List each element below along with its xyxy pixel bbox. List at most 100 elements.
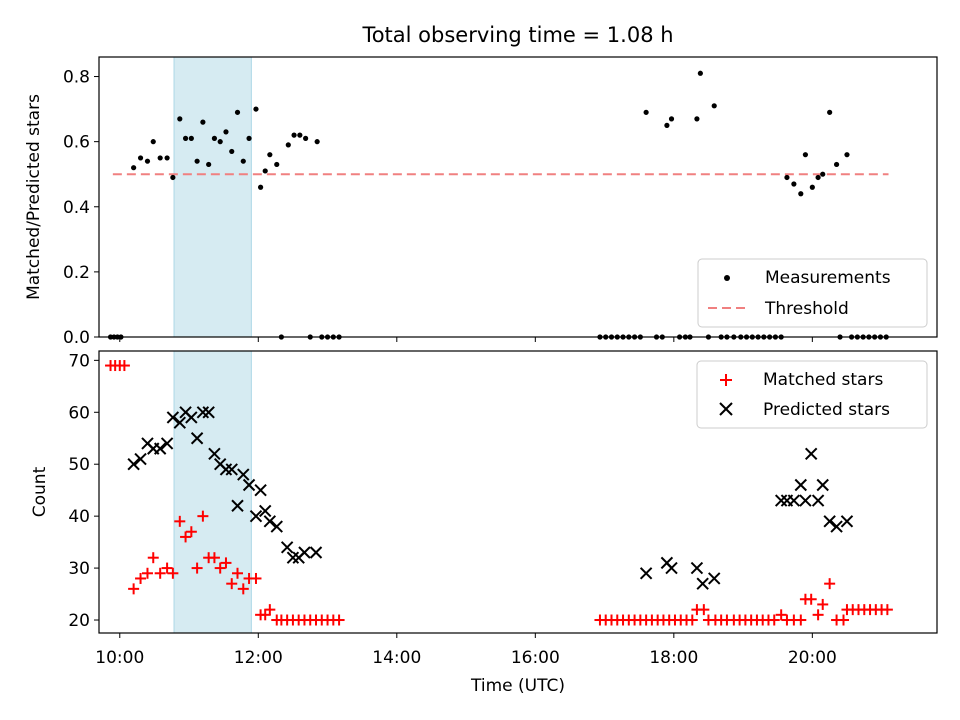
measurement-point bbox=[274, 161, 280, 168]
predicted-star-point bbox=[208, 447, 221, 461]
bottom-highlight-span bbox=[173, 350, 252, 634]
predicted-star-point bbox=[708, 572, 721, 585]
measurement-point bbox=[791, 181, 797, 187]
matched-star-point bbox=[185, 526, 197, 538]
measurement-point bbox=[820, 171, 826, 177]
matched-star-point bbox=[795, 614, 807, 626]
top-y-ticks: 0.0 0.2 0.4 0.6 0.8 bbox=[63, 68, 99, 348]
y-tick-label: 70 bbox=[68, 351, 90, 371]
x-tick-label: 14:00 bbox=[372, 648, 421, 668]
predicted-star-point bbox=[263, 515, 277, 528]
measurement-point bbox=[240, 158, 246, 164]
matched-star-point bbox=[686, 614, 698, 626]
measurement-point bbox=[827, 109, 833, 115]
predicted-star-point bbox=[166, 411, 180, 424]
predicted-star-point bbox=[811, 494, 825, 507]
predicted-star-point bbox=[794, 478, 808, 492]
predicted-star-point bbox=[254, 483, 267, 497]
y-tick-label: 0.2 bbox=[63, 263, 90, 283]
y-tick-label: 50 bbox=[68, 455, 90, 475]
predicted-star-point bbox=[185, 411, 198, 424]
matched-star-point bbox=[775, 609, 787, 621]
measurement-point bbox=[314, 139, 320, 145]
x-axis-label: Time (UTC) bbox=[470, 676, 565, 696]
measurement-point bbox=[211, 135, 218, 141]
predicted-star-point bbox=[134, 452, 147, 466]
predicted-star-point bbox=[173, 416, 187, 429]
predicted-star-point bbox=[242, 478, 256, 492]
legend-marker-predicted bbox=[719, 402, 733, 416]
measurement-point bbox=[253, 106, 259, 112]
measurement-point bbox=[711, 103, 717, 109]
legend-marker-matched bbox=[720, 374, 732, 386]
matched-star-point bbox=[197, 510, 209, 522]
y-tick-label: 60 bbox=[68, 403, 90, 423]
measurement-point bbox=[262, 168, 268, 174]
y-tick-label: 30 bbox=[68, 559, 90, 579]
x-tick-label: 20:00 bbox=[788, 648, 837, 668]
matched-stars-points bbox=[105, 360, 893, 626]
predicted-star-point bbox=[259, 504, 272, 518]
measurement-point bbox=[833, 161, 840, 168]
legend-label-measurements: Measurements bbox=[765, 268, 891, 288]
measurement-point bbox=[217, 139, 223, 145]
measurement-point bbox=[668, 116, 675, 122]
bottom-x-ticks: 10:00 12:00 14:00 16:00 18:00 20:00 bbox=[95, 633, 837, 668]
y-tick-label: 0.6 bbox=[63, 133, 90, 153]
matched-star-point bbox=[128, 583, 140, 595]
y-tick-label: 0.8 bbox=[63, 68, 90, 88]
matched-star-point bbox=[141, 567, 153, 579]
predicted-star-point bbox=[190, 432, 204, 445]
matched-star-point bbox=[226, 578, 238, 590]
measurement-point bbox=[815, 174, 821, 181]
predicted-star-point bbox=[823, 515, 836, 528]
bottom-plot-frame bbox=[98, 350, 938, 634]
predicted-star-point bbox=[690, 561, 704, 575]
matched-star-point bbox=[237, 583, 249, 595]
matched-star-point bbox=[838, 614, 850, 626]
top-legend: Measurements Threshold bbox=[697, 258, 928, 328]
predicted-star-point bbox=[799, 494, 812, 507]
matched-star-point bbox=[167, 567, 179, 579]
matched-star-point bbox=[191, 562, 203, 574]
legend-label-predicted: Predicted stars bbox=[763, 400, 890, 420]
measurement-point bbox=[291, 132, 297, 138]
bottom-legend: Matched stars Predicted stars bbox=[696, 360, 928, 429]
top-highlight-span bbox=[173, 56, 252, 338]
predicted-star-point bbox=[231, 499, 244, 512]
matched-star-point bbox=[812, 609, 824, 621]
matched-star-point bbox=[161, 562, 173, 574]
x-tick-label: 16:00 bbox=[511, 648, 560, 668]
matched-star-point bbox=[174, 515, 186, 527]
y-tick-label: 0.0 bbox=[63, 328, 90, 348]
matched-star-point bbox=[135, 572, 147, 584]
measurement-point bbox=[297, 132, 303, 138]
y-tick-label: 0.4 bbox=[63, 198, 90, 218]
measurement-point bbox=[809, 184, 815, 190]
matched-star-point bbox=[264, 604, 276, 616]
predicted-star-point bbox=[196, 406, 210, 419]
measurement-point bbox=[303, 135, 309, 141]
measurement-point bbox=[194, 158, 200, 164]
measurement-point bbox=[157, 155, 163, 161]
top-x-ticks bbox=[119, 337, 813, 342]
bottom-panel: 20 30 40 50 60 70 10:00 12:00 14:00 16:00 18:00 20… bbox=[30, 350, 938, 696]
matched-star-point bbox=[881, 604, 893, 616]
matched-star-point bbox=[208, 552, 220, 564]
measurement-point bbox=[784, 174, 790, 181]
measurement-point bbox=[150, 139, 156, 145]
predicted-star-point bbox=[127, 458, 140, 471]
x-tick-label: 10:00 bbox=[95, 648, 144, 668]
predicted-star-point bbox=[309, 546, 323, 559]
matched-star-point bbox=[147, 552, 159, 564]
top-plot-frame bbox=[98, 56, 938, 338]
bottom-y-axis-label: Count bbox=[30, 466, 50, 517]
predicted-star-point bbox=[696, 577, 709, 590]
predicted-star-point bbox=[160, 437, 174, 450]
top-legend-frame bbox=[697, 258, 928, 328]
matched-star-point bbox=[214, 562, 226, 574]
bottom-y-ticks: 20 30 40 50 60 70 bbox=[68, 351, 99, 631]
legend-label-threshold: Threshold bbox=[764, 299, 849, 319]
matched-star-point bbox=[180, 531, 192, 543]
predicted-star-point bbox=[280, 541, 294, 554]
